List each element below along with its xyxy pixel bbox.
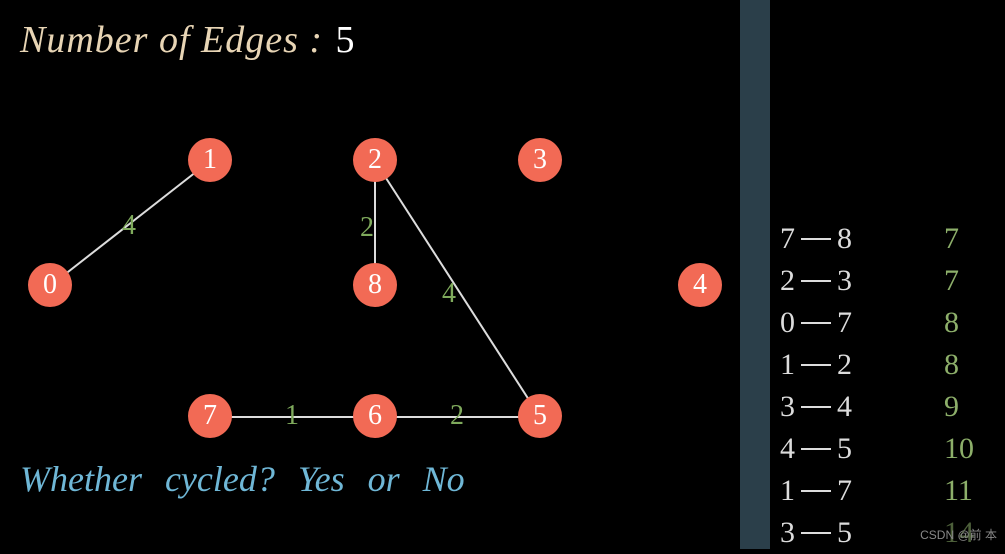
edge-from: 1 (780, 474, 795, 508)
graph-node-5: 5 (518, 394, 562, 438)
edge-weight: 4 (442, 278, 456, 310)
edge-list-weight: 7 (944, 222, 959, 256)
edge-count-title: Number of Edges : 5 (20, 18, 356, 62)
edge-from: 3 (780, 390, 795, 424)
edge-from: 2 (780, 264, 795, 298)
graph-canvas: 4 2 4 1 2 0 1 2 3 8 4 7 6 5 (0, 60, 740, 460)
edge-to: 5 (837, 516, 852, 550)
edge-pair: 78 (780, 222, 900, 256)
edge-to: 3 (837, 264, 852, 298)
edge-list-row: 078 (780, 302, 974, 344)
edge-list-row: 128 (780, 344, 974, 386)
dash-icon (801, 448, 831, 450)
edge-list-weight: 7 (944, 264, 959, 298)
dash-icon (801, 490, 831, 492)
edge-from: 3 (780, 516, 795, 550)
dash-icon (801, 238, 831, 240)
cycle-question: Whether cycled? Yes or No (20, 458, 465, 500)
graph-node-1: 1 (188, 138, 232, 182)
edge-to: 7 (837, 474, 852, 508)
graph-node-8: 8 (353, 263, 397, 307)
sidebar-strip (740, 0, 770, 549)
edge-pair: 07 (780, 306, 900, 340)
edge-pair: 34 (780, 390, 900, 424)
graph-node-3: 3 (518, 138, 562, 182)
edge-to: 4 (837, 390, 852, 424)
edge-weight: 2 (360, 212, 374, 244)
edge-list-weight: 11 (944, 474, 973, 508)
graph-node-6: 6 (353, 394, 397, 438)
edge-pair: 35 (780, 516, 900, 550)
edge-from: 4 (780, 432, 795, 466)
graph-node-4: 4 (678, 263, 722, 307)
dash-icon (801, 532, 831, 534)
graph-node-2: 2 (353, 138, 397, 182)
watermark: CSDN @前 本 (920, 526, 997, 543)
edge-list-weight: 9 (944, 390, 959, 424)
edge-from: 0 (780, 306, 795, 340)
dash-icon (801, 280, 831, 282)
graph-node-7: 7 (188, 394, 232, 438)
edge-list: 787237078128349451017113514 (780, 218, 974, 554)
edge-count-value: 5 (336, 19, 356, 61)
edge-from: 7 (780, 222, 795, 256)
edge-pair: 45 (780, 432, 900, 466)
edge-weight: 4 (122, 210, 136, 242)
title-colon: : (309, 19, 333, 61)
edge-list-weight: 8 (944, 306, 959, 340)
edge-to: 2 (837, 348, 852, 382)
edge-weight: 2 (450, 400, 464, 432)
edge-list-row: 237 (780, 260, 974, 302)
edge-list-weight: 8 (944, 348, 959, 382)
edge-from: 1 (780, 348, 795, 382)
edge-line (374, 160, 541, 417)
dash-icon (801, 364, 831, 366)
edge-count-label: Number of Edges (20, 19, 299, 61)
edge-pair: 17 (780, 474, 900, 508)
dash-icon (801, 406, 831, 408)
edge-pair: 23 (780, 264, 900, 298)
edge-to: 8 (837, 222, 852, 256)
edge-list-weight: 10 (944, 432, 974, 466)
edge-to: 5 (837, 432, 852, 466)
edge-to: 7 (837, 306, 852, 340)
edge-list-row: 1711 (780, 470, 974, 512)
edge-list-row: 4510 (780, 428, 974, 470)
edge-list-row: 787 (780, 218, 974, 260)
edge-weight: 1 (285, 400, 299, 432)
edge-pair: 12 (780, 348, 900, 382)
dash-icon (801, 322, 831, 324)
graph-node-0: 0 (28, 263, 72, 307)
edge-list-row: 349 (780, 386, 974, 428)
